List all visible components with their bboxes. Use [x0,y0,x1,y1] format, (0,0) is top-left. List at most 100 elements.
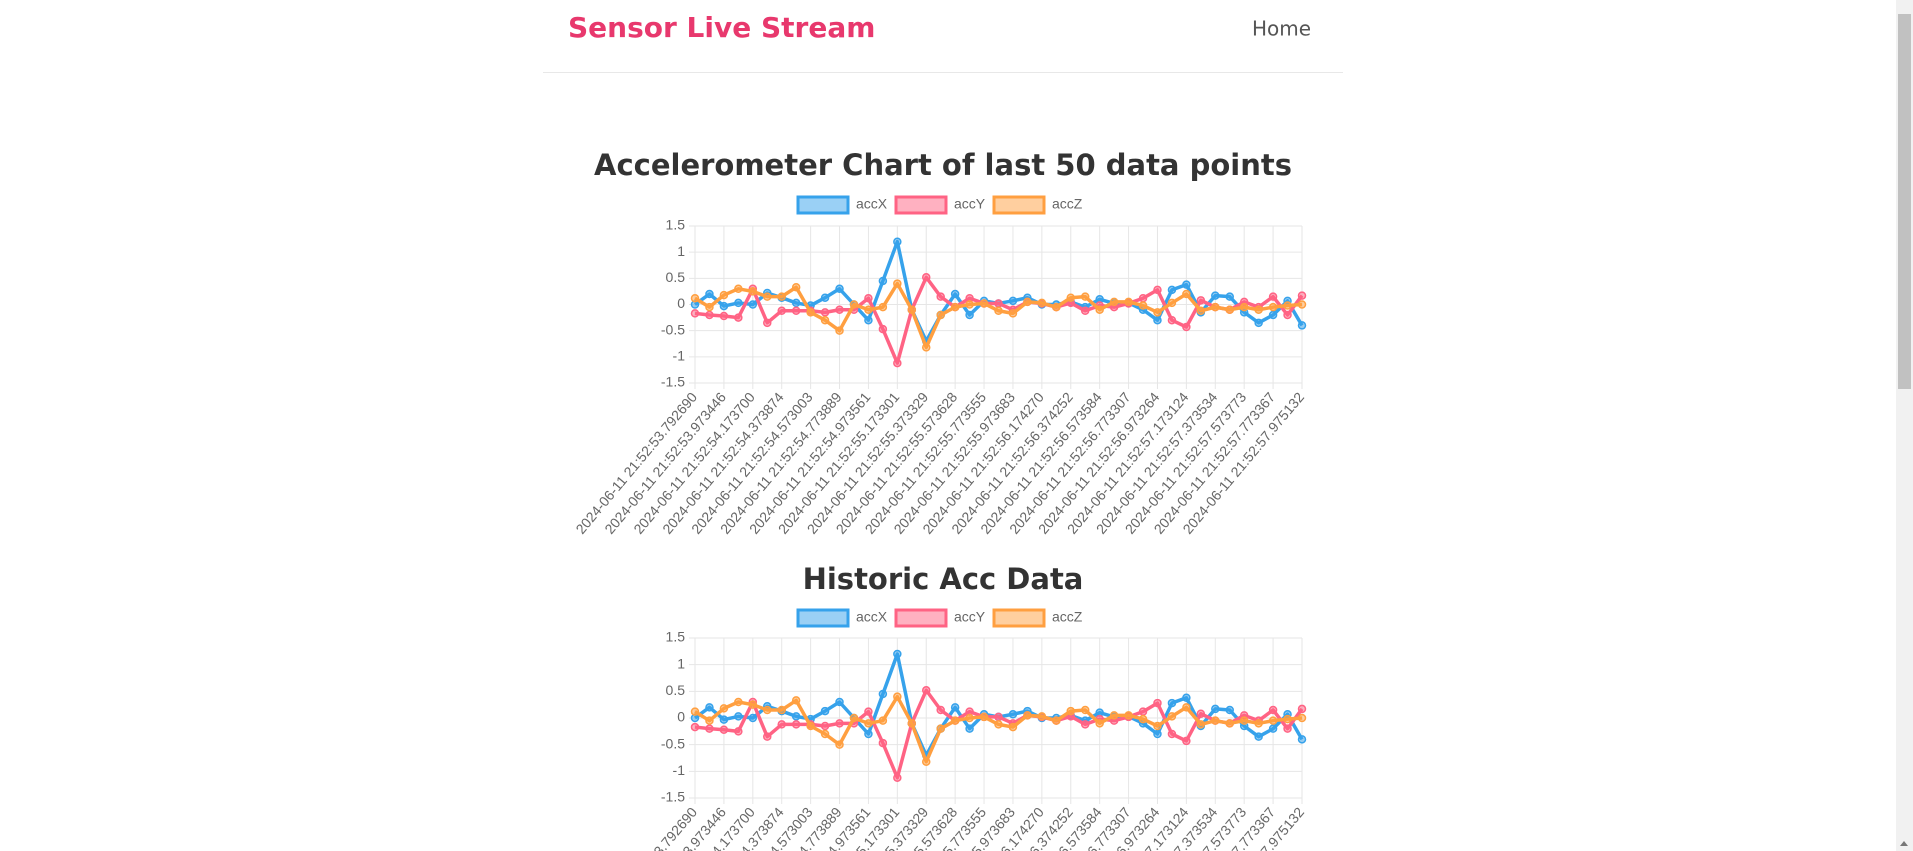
data-point [690,293,700,303]
series-line [694,688,1304,780]
data-point [690,309,700,318]
data-point [1153,315,1162,325]
data-point [1254,318,1263,328]
data-point [1023,297,1032,307]
y-tick-label: -1 [673,762,686,778]
data-point [965,310,974,320]
data-point [893,649,902,659]
data-point [936,705,945,715]
data-point [1196,709,1206,718]
data-point [1080,306,1090,316]
nav-home[interactable]: Home [1252,17,1311,41]
data-point [835,719,844,728]
data-point [1211,291,1220,300]
data-point [1109,711,1119,720]
y-tick-label: 0 [677,295,685,311]
data-point [1182,322,1191,332]
data-point [820,308,830,317]
y-tick-label: -0.5 [661,735,685,751]
data-point [835,284,844,294]
data-point [806,308,815,317]
x-tick-label: 2024-06-11 21:52:53.792690 [572,804,700,851]
data-point [1138,707,1148,716]
data-point [1008,710,1018,719]
data-point [878,716,888,725]
data-point [777,292,786,301]
data-point [835,326,844,335]
data-point [791,306,801,316]
legend-label: accY [954,196,986,212]
data-point [965,724,974,733]
data-point [719,301,729,311]
data-point [1066,293,1076,302]
scrollbar-thumb[interactable] [1898,14,1911,389]
data-point [1138,714,1148,724]
legend-swatch [894,608,948,628]
data-point [1052,716,1061,725]
data-point [791,298,801,308]
data-point [1167,298,1177,308]
data-point [936,292,945,301]
legend-swatch [992,195,1046,215]
data-point [1254,732,1263,741]
data-point [849,713,859,723]
data-point [864,315,873,325]
data-point [1297,291,1307,300]
legend-swatch [796,608,850,628]
data-point [1008,296,1018,306]
data-point [849,300,859,309]
data-point [1254,305,1263,314]
data-point [1225,292,1234,301]
data-point [1153,308,1162,317]
data-point [763,732,772,741]
data-point [1254,719,1263,728]
data-point [893,692,902,701]
data-point [1239,716,1249,725]
y-tick-label: 1.5 [666,629,686,645]
data-point [763,292,772,301]
data-point [1225,305,1234,314]
data-point [763,705,772,715]
data-point [1095,305,1104,314]
data-point [705,716,714,725]
data-point [1283,301,1292,310]
data-point [921,757,931,766]
data-point [1138,293,1148,303]
data-point [1167,729,1177,739]
data-point [791,720,801,729]
data-point [719,715,729,724]
data-point [690,722,700,732]
data-point [705,310,714,320]
data-point [1283,724,1292,733]
data-point [864,719,873,728]
data-point [1239,302,1249,312]
data-point [1182,280,1191,289]
data-point [1008,722,1018,732]
data-point [748,300,758,309]
data-point [994,306,1003,316]
chart-title: Accelerometer Chart of last 50 data poin… [594,148,1292,182]
brand[interactable]: Sensor Live Stream [568,11,875,44]
data-point [864,707,873,716]
data-point [1225,705,1234,715]
data-point [1268,716,1278,725]
data-point [878,689,888,699]
legend-swatch [796,195,850,215]
data-point [1008,309,1018,318]
series-line [694,694,1303,764]
legend-swatch [894,195,948,215]
data-point [1167,285,1177,295]
data-point [994,712,1003,722]
data-point [1283,714,1292,724]
scrollbar-arrow[interactable] [1900,841,1908,846]
data-point [734,712,743,721]
data-point [1167,712,1177,721]
data-point [748,700,758,709]
data-point [690,707,700,716]
data-point [820,721,830,731]
data-point [994,299,1003,308]
data-point [1268,705,1278,715]
data-point [1283,310,1292,320]
data-point [1037,712,1047,721]
